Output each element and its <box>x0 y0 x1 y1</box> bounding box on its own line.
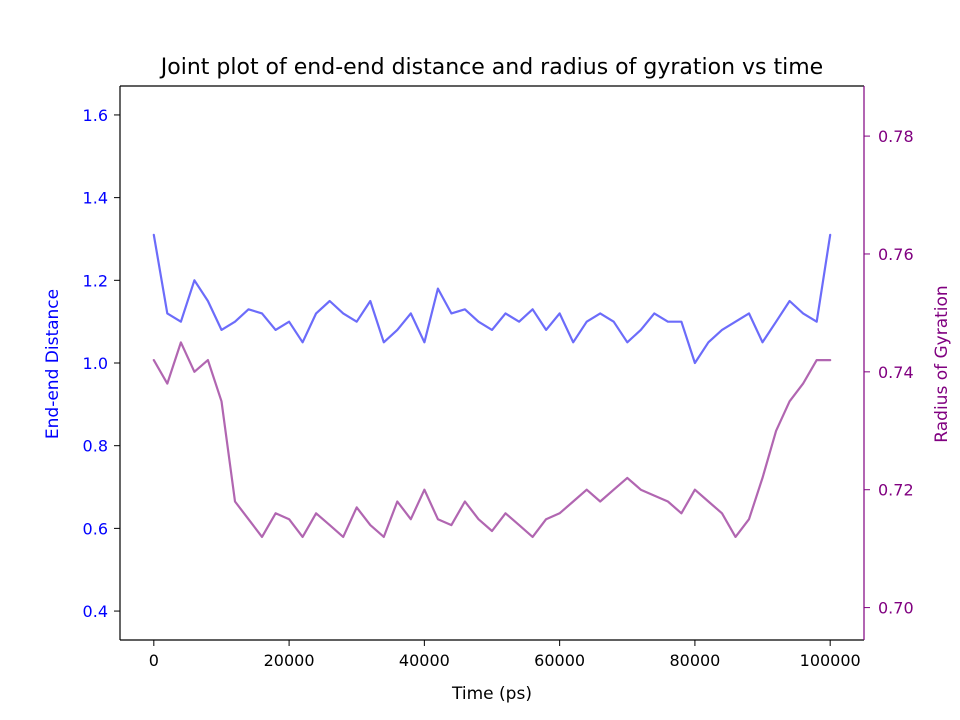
x-tick-label: 20000 <box>264 651 315 670</box>
x-tick-label: 0 <box>149 651 159 670</box>
series-layer <box>152 233 832 539</box>
x-tick-label: 80000 <box>669 651 720 670</box>
y-left-tick-label: 1.2 <box>83 271 108 290</box>
y-right-tick-label: 0.72 <box>878 481 914 500</box>
y-left-tick-label: 0.8 <box>83 437 108 456</box>
series-line-radius-of-gyration <box>152 341 832 539</box>
axes-layer: 0 20000 40000 60000 80000 100000 0.4 0.6 0.8 1.0 1… <box>83 85 914 670</box>
y-axis-left-label: End-end Distance <box>43 289 63 439</box>
y-left-tick-label: 0.4 <box>83 602 108 621</box>
series-line-end-end-distance <box>152 233 832 365</box>
y-right-tick-label: 0.74 <box>878 363 914 382</box>
y-right-tick-label: 0.70 <box>878 599 914 618</box>
y-left-tick-label: 0.6 <box>83 519 108 538</box>
x-axis-label: Time (ps) <box>451 684 532 704</box>
y-left-tick-label: 1.6 <box>83 106 108 125</box>
y-right-tick-label: 0.76 <box>878 245 914 264</box>
y-left-tick-label: 1.0 <box>83 354 108 373</box>
x-tick-label: 100000 <box>800 651 861 670</box>
x-tick-label: 40000 <box>399 651 450 670</box>
y-right-tick-label: 0.78 <box>878 127 914 146</box>
y-left-tick-label: 1.4 <box>83 189 108 208</box>
chart-title: Joint plot of end-end distance and radiu… <box>159 55 823 80</box>
x-tick-label: 60000 <box>534 651 585 670</box>
y-axis-right-label: Radius of Gyration <box>932 285 952 442</box>
